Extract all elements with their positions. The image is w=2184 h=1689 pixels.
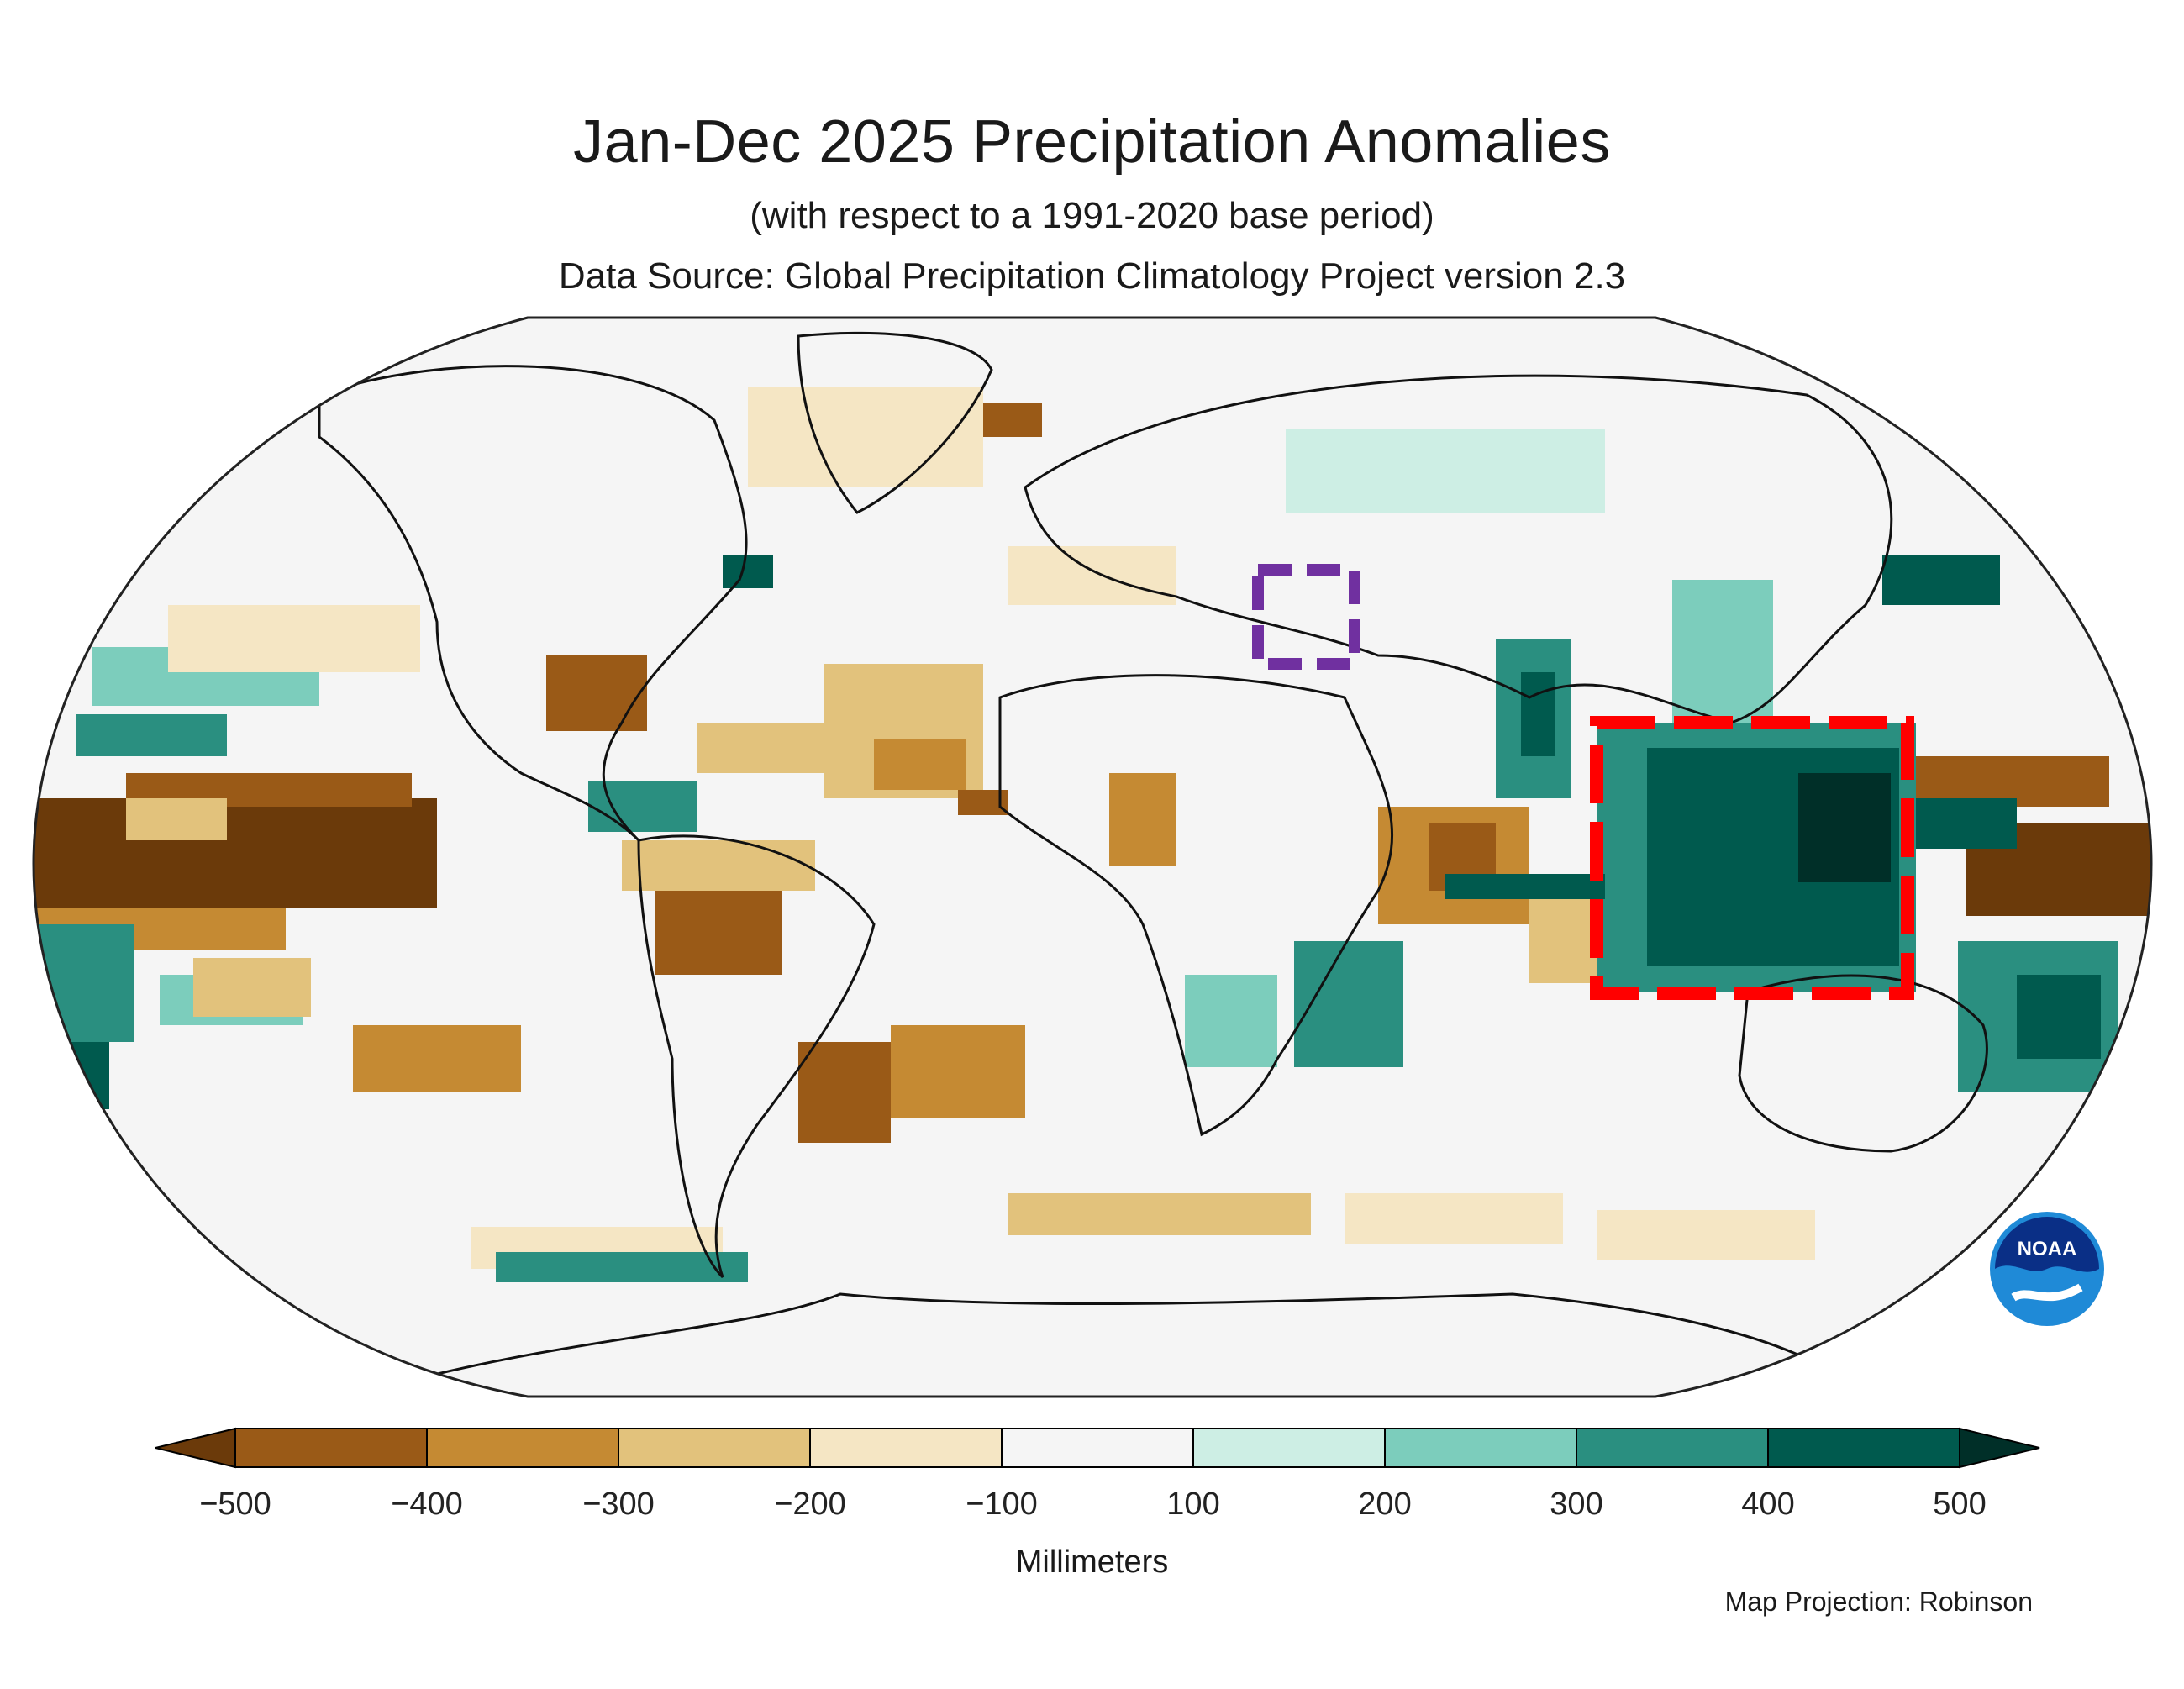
dry-patch [1597,1210,1815,1260]
wet-patch [1916,798,2017,849]
wet-patch [76,714,227,756]
colorbar-right-arrow [1959,1427,2040,1469]
dry-patch [891,1025,1025,1118]
noaa-logo: NOAA [1990,1212,2104,1326]
map-subtitle: (with respect to a 1991-2020 base period… [750,195,1434,236]
dry-patch [622,840,815,891]
wet-patch [2017,975,2101,1059]
colorbar-swatch [234,1428,428,1468]
wet-patch [496,1252,748,1282]
wet-patch [1798,773,1891,882]
wet-patch [723,555,773,588]
colorbar-tick-label: 400 [1741,1486,1794,1522]
wet-patch [1185,975,1277,1067]
map-title: Jan-Dec 2025 Precipitation Anomalies [573,108,1611,176]
greenland-outline [797,331,993,514]
noaa-logo-text: NOAA [2018,1238,2077,1260]
antarctica-outline [419,1292,1850,1388]
red-dashed-box [1590,716,1914,1000]
dry-patch [168,605,420,672]
projection-note: Map Projection: Robinson [1724,1586,2033,1617]
colorbar-swatch [1001,1428,1194,1468]
wet-patch [1286,429,1605,513]
colorbar-swatch [1384,1428,1577,1468]
colorbar-ticks: −500 −400 −300 −200 −100 100 200 300 400 500 [199,1486,1987,1522]
colorbar-tick-label: −100 [966,1486,1038,1522]
wet-patch [1294,941,1403,1067]
data-source: Data Source: Global Precipitation Climat… [558,255,1626,297]
colorbar-left-arrow [155,1427,236,1469]
colorbar-tick-label: 500 [1933,1486,1986,1522]
colorbar-tick-label: 300 [1550,1486,1602,1522]
wet-patch [1672,580,1773,723]
dry-patch [874,739,966,790]
colorbar-tick-label: 200 [1358,1486,1411,1522]
africa-outline [998,674,1394,1137]
dry-patch [126,798,227,840]
map-body [34,318,2151,1397]
dry-patch [983,403,1042,437]
colorbar-tick-label: −400 [391,1486,463,1522]
colorbar-swatch [1192,1428,1386,1468]
south-america-outline [637,834,876,1279]
colorbar-swatch [809,1428,1003,1468]
wet-patch [1521,672,1555,756]
colorbar-tick-label: −300 [582,1486,655,1522]
dry-patch [353,1025,521,1092]
continent-outlines [318,331,1988,1388]
dry-patch [546,655,647,731]
australia-outline [1738,974,1988,1153]
dry-patch [748,387,983,487]
colorbar-tick-label: −500 [199,1486,271,1522]
dry-patch [1345,1193,1563,1244]
dry-patch [1008,546,1176,605]
wet-patch [1445,874,1605,899]
dry-patch [798,1042,891,1143]
colorbar-swatch [618,1428,811,1468]
colorbar-swatches [155,1427,2040,1469]
colorbar-swatch [1576,1428,1769,1468]
map-border [32,316,2153,1398]
north-america-outline [318,365,748,842]
colorbar-tick-label: −200 [774,1486,846,1522]
dry-patch [1008,1193,1311,1235]
colorbar-tick-label: 100 [1166,1486,1219,1522]
dry-patch [34,798,437,908]
dry-patch [1109,773,1176,866]
colorbar-unit-label: Millimeters [1015,1544,1169,1580]
colorbar-swatch [1767,1428,1960,1468]
colorbar-swatch [426,1428,619,1468]
dry-patch [193,958,311,1017]
wet-patch [1882,555,2000,605]
colorbar: −500 −400 −300 −200 −100 100 200 300 400 500 [155,1427,2040,1522]
anomaly-map [32,316,2153,1398]
wet-patch [34,924,134,1042]
